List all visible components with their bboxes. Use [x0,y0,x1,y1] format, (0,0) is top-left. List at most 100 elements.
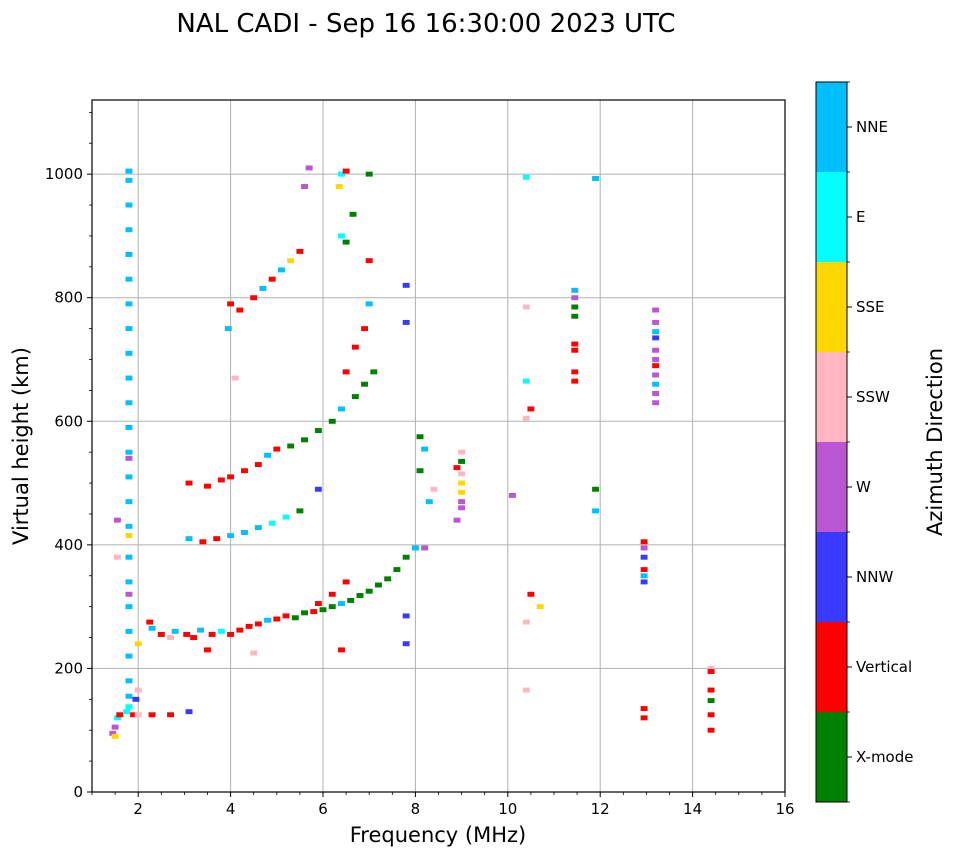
echo-point [130,712,138,718]
echo-point [314,428,322,434]
echo-point [652,381,660,387]
echo-point [125,301,133,307]
echo-point [185,709,193,715]
echo-point [123,709,131,715]
echo-point [116,712,124,718]
colorbar-segment-ssw [816,352,847,442]
echo-point [640,579,648,585]
echo-point [652,363,660,369]
echo-point [240,530,248,535]
echo-point [254,525,262,531]
colorbar-tick-label: Vertical [856,658,912,676]
echo-point [111,724,119,730]
echo-point [338,233,345,239]
echo-point [328,591,336,597]
echo-point [125,591,133,597]
echo-point [592,508,600,514]
echo-point [342,168,350,174]
echo-point [134,641,142,647]
echo-point [338,647,345,653]
echo-point [132,696,140,702]
echo-point [125,533,133,539]
echo-point [351,394,359,400]
echo-point [250,295,258,301]
echo-point [204,483,211,489]
echo-point [125,604,133,610]
echo-point [356,593,364,598]
echo-point [125,628,133,634]
echo-point [411,545,419,551]
echo-point [125,704,133,710]
echo-point [301,437,308,443]
echo-point [125,474,133,480]
echo-point [652,307,660,313]
echo-point [707,727,715,733]
echo-point [125,499,133,505]
echo-point [402,554,410,560]
echo-point [125,653,133,659]
echo-point [522,415,530,421]
echo-point [208,631,216,637]
echo-marks [109,165,715,739]
x-tick-label: 8 [411,800,421,818]
echo-point [227,533,235,539]
echo-point [571,287,579,293]
echo-point [199,539,207,545]
colorbar-tick-label: E [856,208,865,226]
echo-point [148,625,156,631]
echo-point [592,486,600,492]
echo-point [167,712,175,718]
echo-point [527,591,535,597]
echo-point [365,171,373,177]
echo-point [204,647,211,653]
echo-point [416,468,424,474]
echo-point [347,597,355,603]
echo-point [527,406,535,412]
echo-point [402,319,410,325]
colorbar-tick-label: NNE [856,118,888,136]
echo-point [370,369,378,375]
echo-point [365,301,373,307]
echo-point [217,477,225,483]
plot-background [92,100,785,792]
colorbar-segment-nne [816,82,847,172]
echo-point [113,554,121,560]
echo-point [349,211,357,217]
echo-point [522,304,530,310]
echo-point [125,375,133,381]
echo-point [301,610,308,616]
echo-point [264,452,272,458]
echo-point [301,184,308,189]
echo-point [287,258,295,264]
echo-point [374,582,382,588]
echo-point [458,480,466,486]
echo-point [273,616,281,622]
echo-point [640,706,648,712]
echo-point [458,505,466,511]
echo-point [328,604,336,610]
echo-point [125,326,133,332]
echo-point [393,567,401,573]
echo-point [536,604,544,610]
echo-point [190,635,198,641]
echo-point [652,319,660,325]
echo-point [402,613,410,619]
echo-point [522,687,530,693]
colorbar-frame [815,81,848,803]
echo-point [148,712,156,718]
echo-point [111,733,119,739]
echo-point [171,628,179,634]
echo-point [314,601,322,607]
echo-point [571,313,579,319]
echo-point [571,295,579,301]
plot-area: 2 4 6 8 10 12 14 16 0 200 400 600 800 1000 [45,99,795,818]
echo-point [282,613,290,619]
echo-point [342,239,350,245]
echo-point [522,378,530,384]
echo-point [282,514,290,520]
echo-point [125,400,133,406]
echo-point [571,341,579,347]
echo-point [268,276,276,282]
echo-point [254,462,262,468]
